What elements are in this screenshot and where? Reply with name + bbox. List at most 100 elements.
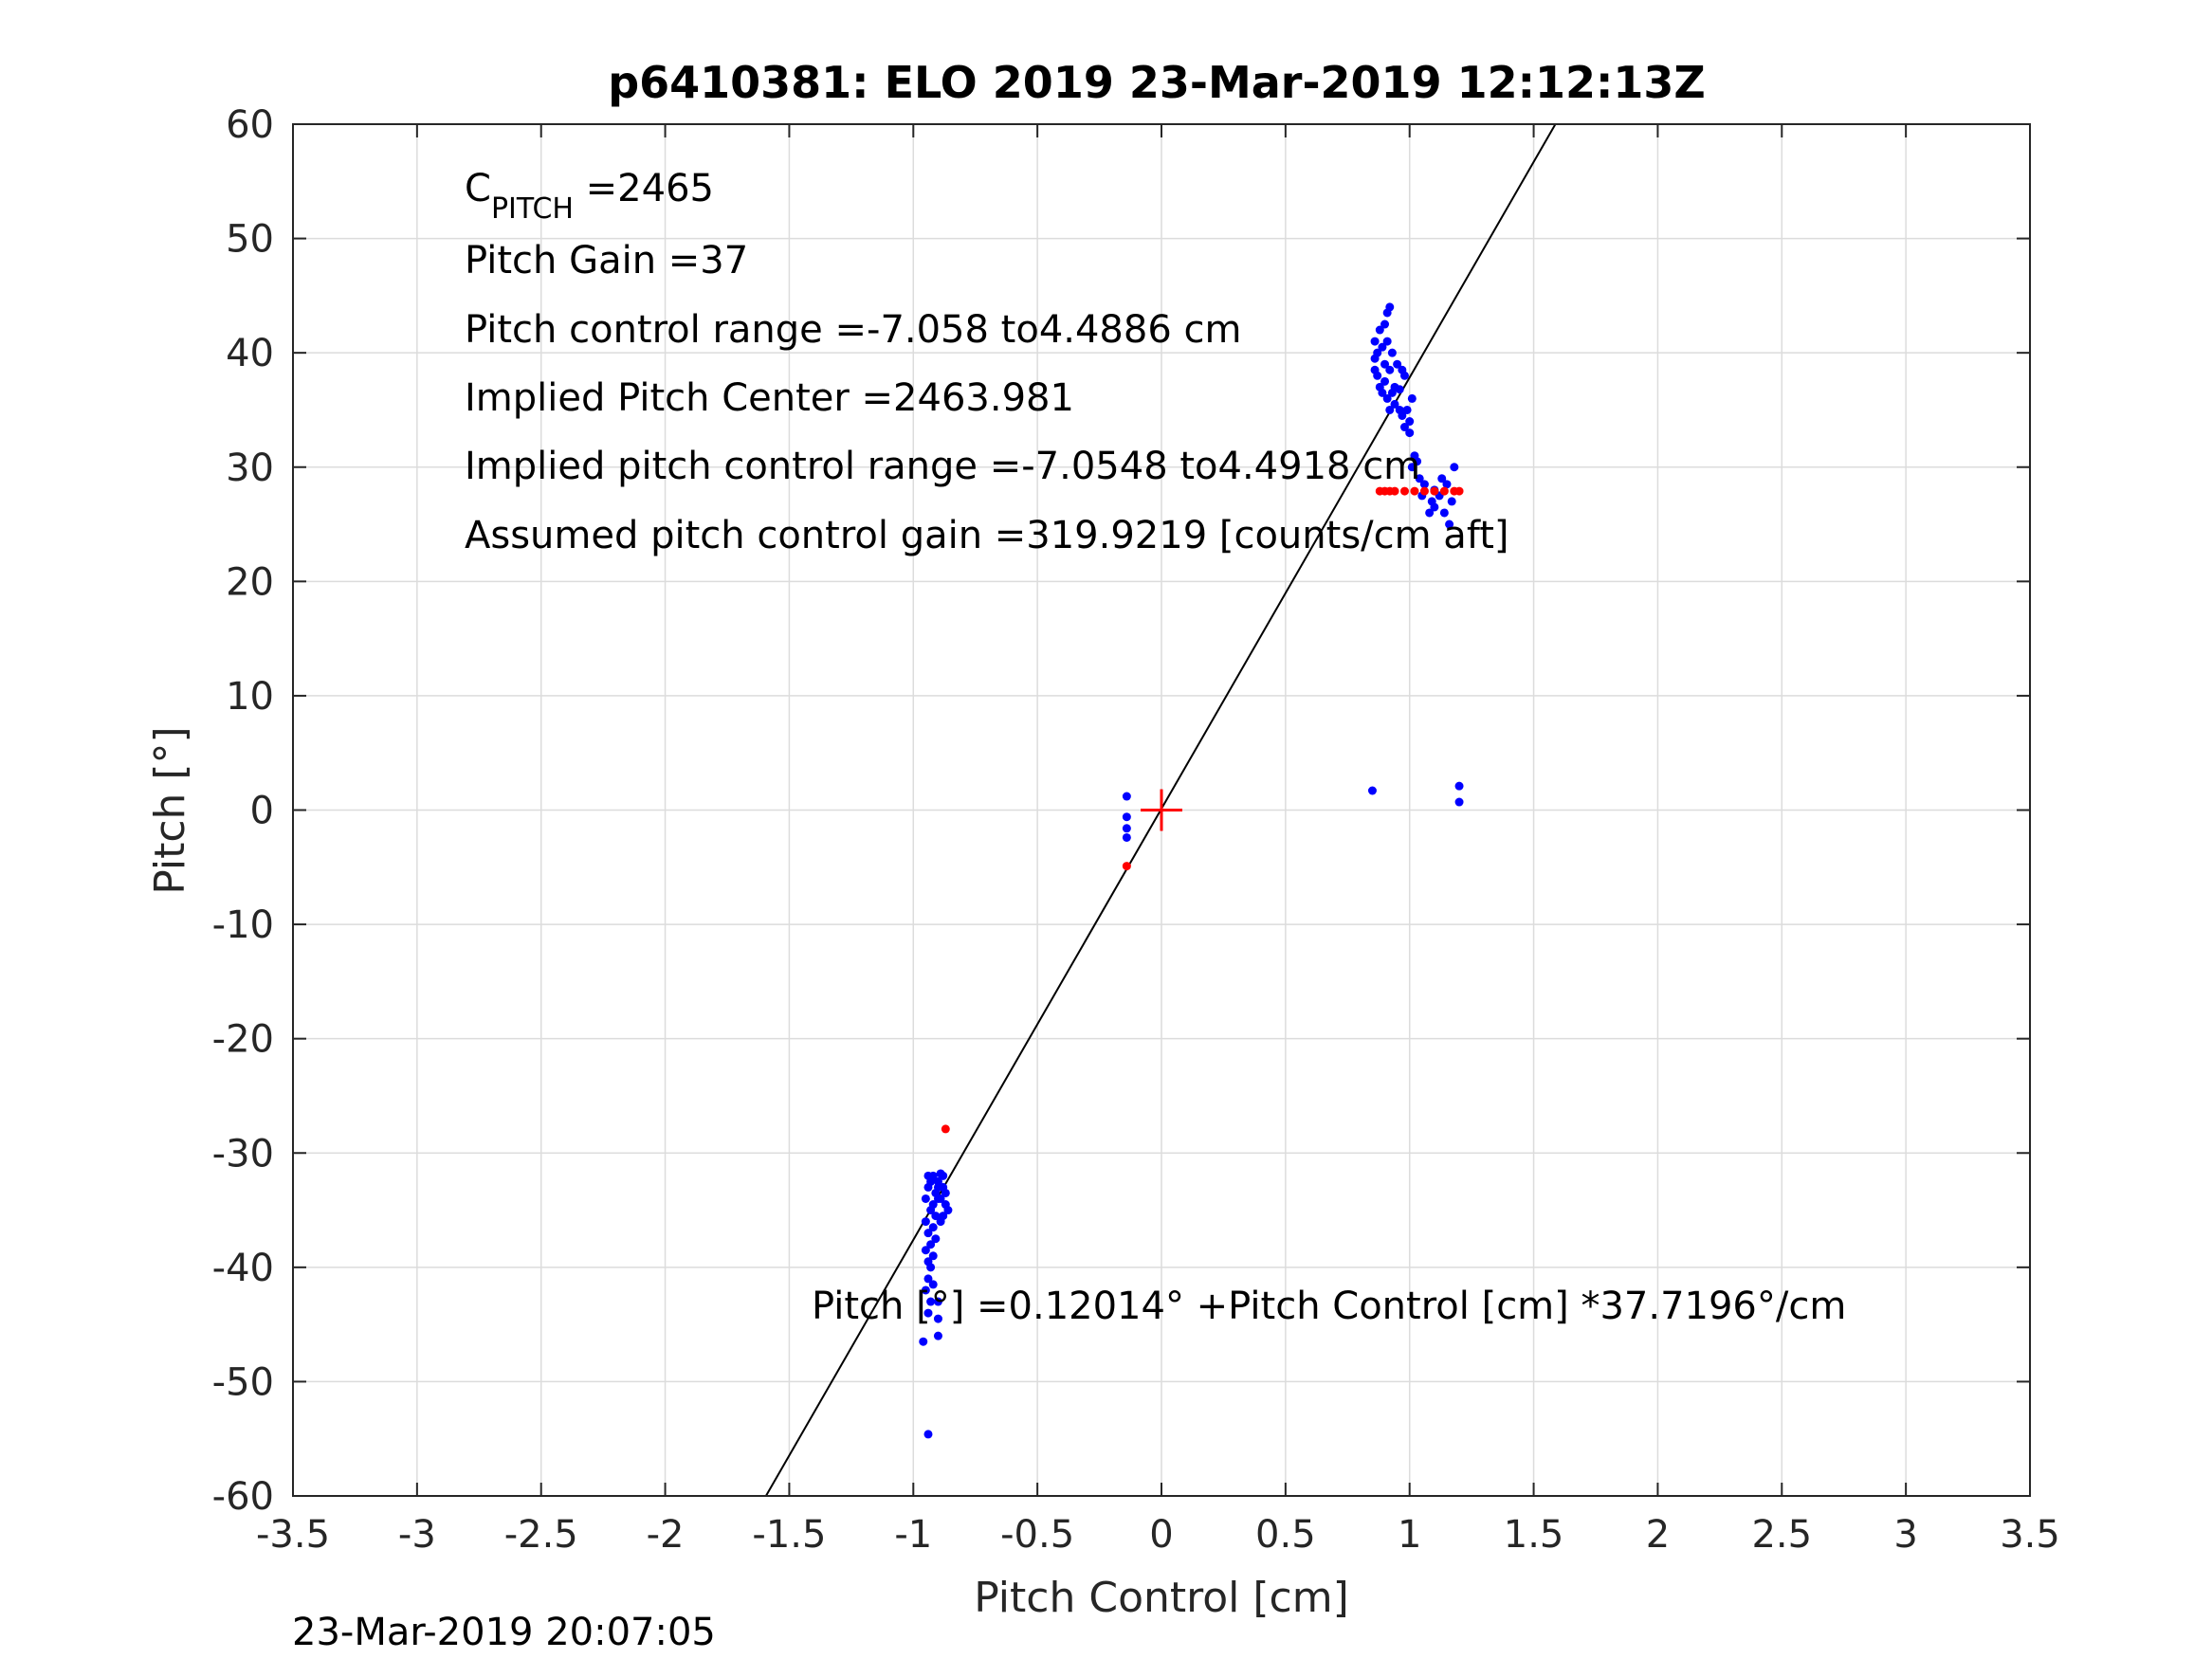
data-point-blue [926,1240,936,1249]
data-point-blue [936,1194,945,1203]
y-tick-label: -50 [212,1360,274,1404]
data-point-blue [1385,405,1395,414]
c-pitch-value: =2465 [574,167,714,210]
data-point-blue [931,1212,941,1221]
x-tick-label: 0 [1149,1513,1173,1557]
data-point-blue [1370,337,1380,346]
data-point-blue [1415,474,1424,483]
x-tick-label: 0.5 [1255,1513,1316,1557]
data-point-blue [1380,319,1390,329]
data-point-blue [926,1297,936,1306]
y-tick-label: 10 [226,675,274,719]
data-point-blue [1407,463,1417,472]
data-point-blue [1393,359,1402,369]
data-point-blue [1450,463,1459,472]
data-point-blue [1385,365,1395,374]
data-point-red [1122,862,1131,871]
annotation-implied-pitch-center: Implied Pitch Center =2463.981 [465,376,1074,420]
y-tick-label: -40 [212,1247,274,1290]
data-point-blue [1378,388,1387,397]
center-marker [1141,789,1182,831]
data-point-blue [1407,393,1417,403]
x-tick-labels: -3.5 -3 -2.5 -2 -1.5 -1 -0.5 0 0.5 1 1.5 2 2.5 3 3.5 [256,1513,2060,1557]
data-point-blue [928,1280,938,1289]
data-point-blue [921,1246,930,1255]
x-tick-label: 2 [1646,1513,1670,1557]
data-point-blue [923,1274,933,1284]
data-point-blue [1430,502,1439,512]
data-point-blue [1373,348,1382,357]
y-tick-label: 20 [226,560,274,604]
c-pitch-subscript: PITCH [491,192,574,226]
data-point-blue [928,1223,938,1232]
data-point-blue [1378,342,1387,352]
annotation-implied-pitch-control-range: Implied pitch control range =-7.0548 to4… [465,445,1420,488]
data-point-red [1390,486,1399,496]
data-point-blue [1380,376,1390,386]
annotation-fit-equation: Pitch [°] =0.12014° +Pitch Control [cm] … [812,1285,1846,1328]
y-tick-label: -20 [212,1018,274,1062]
plot-box [292,123,2031,1497]
data-point-blue [923,1430,933,1439]
data-point-blue [928,1251,938,1261]
data-point-blue [1454,781,1464,791]
data-point-blue [1445,520,1454,529]
x-tick-label: 3 [1893,1513,1917,1557]
x-tick-label: 1 [1398,1513,1421,1557]
x-tick-label: -3 [398,1513,436,1557]
data-point-blue [933,1182,942,1192]
x-tick-label: 3.5 [2000,1513,2060,1557]
data-point-blue [1447,497,1456,506]
data-point-blue [1375,325,1384,335]
data-point-blue [1395,385,1404,394]
plot-area [292,123,2031,1497]
data-point-blue [1122,792,1131,801]
data-point-blue [928,1200,938,1210]
x-tick-label: -2.5 [504,1513,578,1557]
y-tick-label: 40 [226,332,274,375]
y-tick-label: 60 [226,103,274,147]
data-point-red [1399,486,1409,496]
data-point-blue [1382,337,1392,346]
data-point-blue [1437,474,1447,483]
x-tick-label: -1.5 [752,1513,826,1557]
annotation-pitch-gain: Pitch Gain =37 [465,239,748,283]
y-tick-label: -10 [212,903,274,947]
y-tick-labels: 60 50 40 30 20 10 0 -10 -20 -30 -40 -50 -60 [212,103,274,1519]
data-point-blue [921,1194,930,1203]
data-point-blue [1373,371,1382,380]
y-tick-label: 0 [250,790,274,833]
data-point-blue [923,1257,933,1267]
data-point-red [1410,486,1419,496]
data-point-blue [939,1171,948,1180]
data-point-blue [1367,786,1377,795]
data-point-blue [923,1229,933,1238]
data-point-blue [1382,393,1392,403]
data-point-red [1419,486,1429,496]
data-point-blue [926,1176,936,1186]
data-point-blue [1419,480,1429,489]
data-point-blue [1122,812,1131,822]
y-tick-label: 30 [226,447,274,490]
chart-title: p6410381: ELO 2019 23-Mar-2019 12:12:13Z [608,57,1706,108]
data-point-blue [931,1234,941,1244]
data-point-red [941,1124,950,1134]
annotation-c-pitch: CPITCH =2465 [465,167,714,226]
annotations: CPITCH =2465 Pitch Gain =37 Pitch contro… [465,167,1846,1328]
annotation-pitch-control-range: Pitch control range =-7.058 to4.4886 cm [465,308,1241,352]
y-axis-label: Pitch [°] [146,726,194,894]
x-tick-label: -2 [647,1513,685,1557]
data-point-blue [921,1285,930,1295]
c-pitch-letter: C [465,167,491,210]
data-point-blue [1122,824,1131,833]
data-point-blue [1390,399,1399,409]
data-point-blue [1442,480,1452,489]
y-tick-label: 50 [226,218,274,262]
data-point-blue [921,1217,930,1227]
annotation-assumed-gain: Assumed pitch control gain =319.9219 [co… [465,514,1508,557]
data-point-blue [1425,508,1435,518]
data-point-blue [1405,417,1415,427]
data-point-blue [1380,359,1390,369]
y-tick-label: -60 [212,1475,274,1519]
